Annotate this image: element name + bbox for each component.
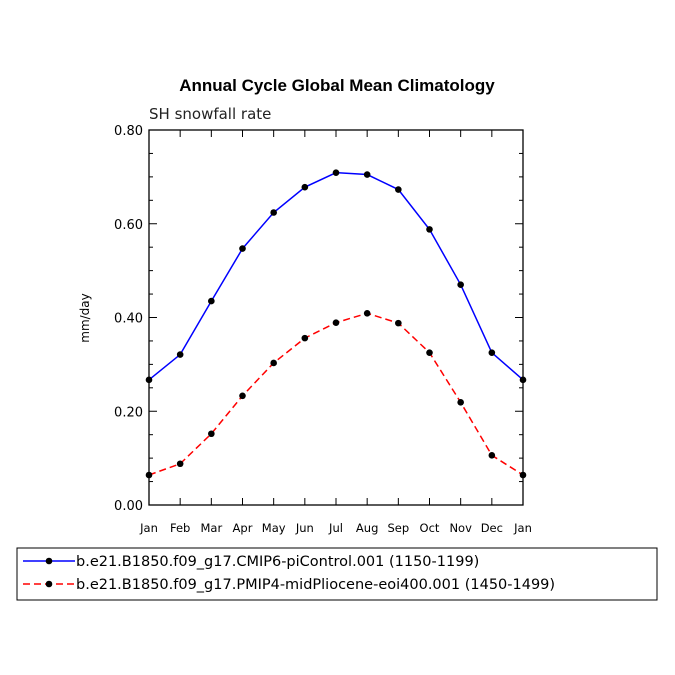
x-tick-label: Jan bbox=[139, 521, 158, 535]
data-point-series-2 bbox=[488, 452, 496, 459]
x-tick-label: Jan bbox=[513, 521, 532, 535]
x-tick-label: Nov bbox=[449, 521, 472, 535]
chart-title: Annual Cycle Global Mean Climatology bbox=[179, 76, 495, 95]
legend-marker-series-1 bbox=[45, 557, 53, 565]
data-point-series-1 bbox=[270, 209, 277, 216]
data-point-series-1 bbox=[519, 376, 527, 384]
data-point-series-2 bbox=[145, 471, 153, 479]
data-point-series-2 bbox=[270, 359, 277, 367]
legend-label-series-1: b.e21.B1850.f09_g17.CMIP6-piControl.001 … bbox=[76, 554, 479, 570]
data-point-series-1 bbox=[363, 171, 371, 178]
y-tick-label: 0.00 bbox=[114, 499, 143, 514]
data-point-series-2 bbox=[426, 349, 433, 356]
x-tick-label: Oct bbox=[420, 521, 440, 535]
x-tick-label: Dec bbox=[481, 521, 503, 535]
data-point-series-2 bbox=[519, 471, 527, 479]
data-point-series-1 bbox=[426, 226, 433, 233]
data-point-series-1 bbox=[208, 297, 215, 305]
x-tick-label: Apr bbox=[233, 521, 253, 535]
y-tick-label: 0.20 bbox=[114, 405, 143, 420]
data-point-series-2 bbox=[176, 460, 184, 468]
data-point-series-2 bbox=[332, 319, 340, 326]
data-point-series-2 bbox=[208, 430, 215, 438]
x-tick-label: Jul bbox=[328, 521, 343, 535]
plot-axes: 0.00 0.20 0.40 0.60 0.80 Jan Feb Mar Apr May Jun Ju… bbox=[114, 124, 532, 535]
series-group bbox=[145, 169, 527, 479]
x-tick-label: Aug bbox=[356, 521, 378, 535]
data-point-series-1 bbox=[145, 376, 153, 384]
data-point-series-2 bbox=[363, 309, 371, 317]
x-tick-label: Jun bbox=[295, 521, 314, 535]
x-tick-label: Mar bbox=[200, 521, 222, 535]
data-point-series-1 bbox=[488, 349, 496, 356]
x-tick-label: May bbox=[262, 521, 286, 535]
series-line-1 bbox=[148, 171, 524, 381]
data-point-series-1 bbox=[176, 351, 184, 358]
legend-marker-series-2 bbox=[45, 580, 53, 588]
data-point-series-1 bbox=[301, 183, 309, 191]
data-point-series-1 bbox=[332, 169, 340, 176]
data-point-series-2 bbox=[395, 319, 402, 327]
y-tick-label: 0.60 bbox=[114, 218, 143, 233]
data-point-series-2 bbox=[239, 392, 246, 400]
chart-subtitle: SH snowfall rate bbox=[149, 105, 271, 123]
data-point-series-1 bbox=[395, 186, 402, 193]
y-axis-label: mm/day bbox=[78, 293, 92, 343]
x-tick-label: Sep bbox=[387, 521, 409, 535]
data-point-series-2 bbox=[301, 334, 309, 342]
y-tick-label: 0.40 bbox=[114, 312, 143, 327]
plot-frame bbox=[148, 129, 524, 506]
legend-box bbox=[16, 547, 658, 601]
legend: b.e21.B1850.f09_g17.CMIP6-piControl.001 … bbox=[23, 554, 555, 593]
data-point-series-2 bbox=[457, 399, 464, 406]
legend-label-series-2: b.e21.B1850.f09_g17.PMIP4-midPliocene-eo… bbox=[76, 577, 555, 593]
x-tick-label: Feb bbox=[170, 521, 190, 535]
data-point-series-1 bbox=[239, 245, 246, 252]
series-line-2 bbox=[148, 312, 524, 476]
data-point-series-1 bbox=[457, 281, 464, 288]
y-tick-label: 0.80 bbox=[114, 124, 143, 139]
